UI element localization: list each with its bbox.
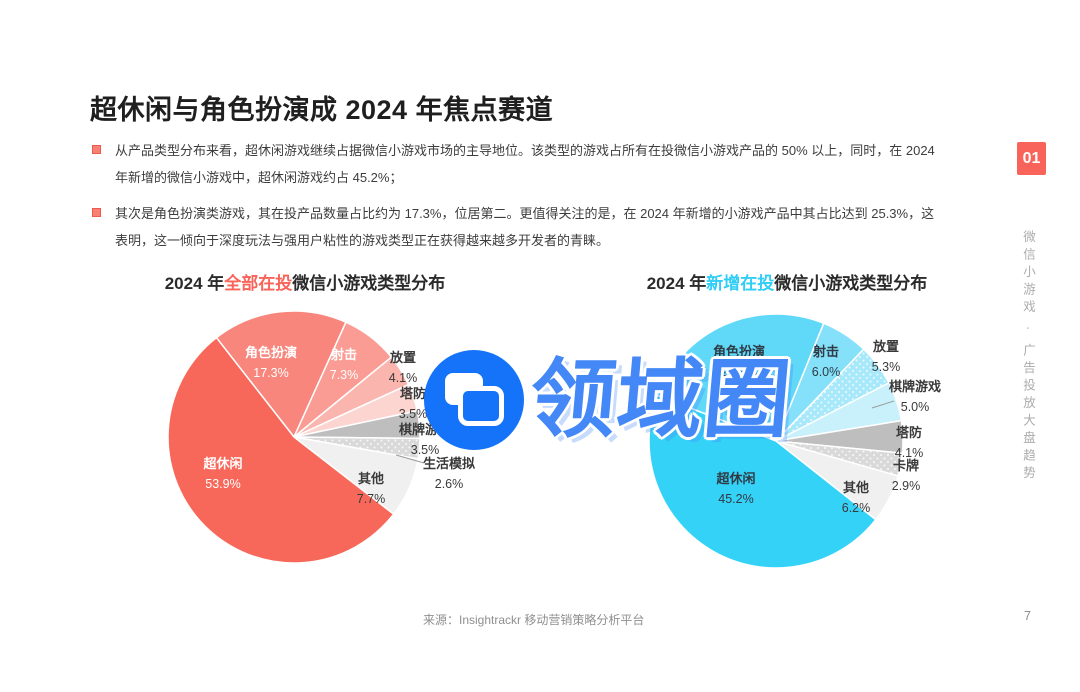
chart-title-accent: 新增在投 <box>706 274 775 293</box>
chart-title-accent: 全部在投 <box>224 274 293 293</box>
pie-label: 超休闲 45.2% <box>716 470 756 506</box>
page-number: 7 <box>1024 609 1031 623</box>
sidebar-vertical-label: 微信小游戏 · 广告投放大盘趋势 <box>1021 230 1035 484</box>
pie-label: 卡牌 2.9% <box>891 458 921 493</box>
pie-label: 射击 7.3% <box>329 346 359 382</box>
pie-chart-new-games: 角色扮演 25.3% 射击 6.0% 超休闲 45.2% 放置 5.3% 棋牌游戏 5.0% 塔防 4… <box>641 306 941 586</box>
bullet-list: 从产品类型分布来看，超休闲游戏继续占据微信小游戏市场的主导地位。该类型的游戏占所… <box>92 138 938 265</box>
chart-title-suffix: 微信小游戏类型分布 <box>292 274 446 293</box>
pie-label: 棋牌游戏 3.5% <box>398 422 452 457</box>
bullet-text: 其次是角色扮演类游戏，其在投产品数量占比约为 17.3%，位居第二。更值得关注的… <box>115 206 935 248</box>
chart-title-new-games: 2024 年新增在投微信小游戏类型分布 <box>622 269 952 294</box>
pie-label: 塔防 3.5% <box>398 386 428 421</box>
pie-slice <box>648 394 877 569</box>
page-title: 超休闲与角色扮演成 2024 年焦点赛道 <box>90 95 554 126</box>
chart-title-all-games: 2024 年全部在投微信小游戏类型分布 <box>140 269 470 294</box>
pie-label: 其他 6.2% <box>841 480 871 515</box>
pie-label: 塔防 4.1% <box>894 425 924 460</box>
pie-label: 棋牌游戏 5.0% <box>888 379 942 414</box>
pie-label: 放置 4.1% <box>388 350 418 385</box>
bullet-text: 从产品类型分布来看，超休闲游戏继续占据微信小游戏市场的主导地位。该类型的游戏占所… <box>115 143 935 185</box>
section-number-badge: 01 <box>1017 142 1046 175</box>
source-text: 来源：Insightrackr 移动营销策略分析平台 <box>423 613 645 627</box>
bullet-item: 从产品类型分布来看，超休闲游戏继续占据微信小游戏市场的主导地位。该类型的游戏占所… <box>92 138 938 191</box>
pie-chart-all-games: 角色扮演 17.3% 射击 7.3% 超休闲 53.9% 放置 4.1% 塔防 3.5% 棋牌游戏 3… <box>159 302 475 582</box>
chart-title-prefix: 2024 年 <box>164 274 225 293</box>
bullet-item: 其次是角色扮演类游戏，其在投产品数量占比约为 17.3%，位居第二。更值得关注的… <box>92 201 938 254</box>
chart-title-prefix: 2024 年 <box>646 274 707 293</box>
pie-slice <box>656 313 825 442</box>
pie-label: 射击 6.0% <box>811 343 841 379</box>
label-leader-line <box>871 400 895 409</box>
label-leader-line <box>395 454 425 464</box>
pie-label: 超休闲 53.9% <box>203 455 243 491</box>
pie-label: 放置 5.3% <box>871 339 901 374</box>
pie-slice <box>167 336 395 564</box>
pie-label: 其他 7.7% <box>356 471 386 506</box>
chart-title-suffix: 微信小游戏类型分布 <box>774 274 928 293</box>
pie-label: 生活模拟 2.6% <box>422 456 476 491</box>
pie-label: 角色扮演 25.3% <box>712 343 766 379</box>
bullet-square-icon <box>92 145 101 154</box>
pie-label: 角色扮演 17.3% <box>244 344 298 380</box>
pie-slice <box>215 310 347 438</box>
bullet-square-icon <box>92 208 101 218</box>
logo-square-back-icon <box>445 373 483 405</box>
logo-square-front-icon <box>458 386 504 426</box>
